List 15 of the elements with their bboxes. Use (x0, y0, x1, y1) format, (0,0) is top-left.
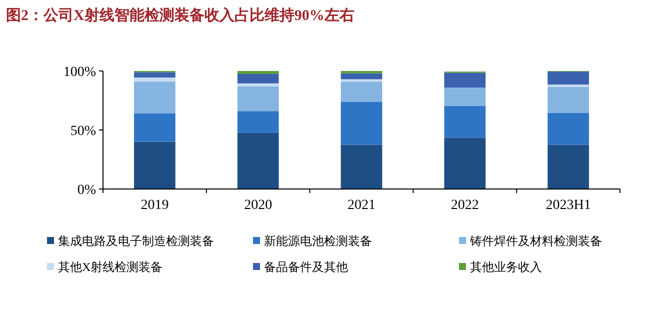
legend-label: 集成电路及电子制造检测装备 (58, 234, 214, 248)
x-tick-label: 2021 (348, 198, 376, 213)
legend-label: 新能源电池检测装备 (264, 234, 372, 248)
legend-label: 备品备件及其他 (264, 260, 348, 274)
legend-label: 铸件焊件及材料检测装备 (469, 234, 602, 248)
x-tick-label: 2023H1 (546, 198, 591, 213)
legend-label: 其他业务收入 (470, 260, 542, 274)
legend-label: 其他X射线检测装备 (58, 260, 163, 274)
y-tick-label: 0% (77, 183, 96, 198)
x-tick-label: 2019 (140, 198, 169, 213)
y-tick-label: 50% (70, 124, 96, 139)
x-tick-label: 2022 (450, 198, 479, 213)
x-tick-label: 2020 (244, 198, 272, 213)
chart-title: 图2：公司X射线智能检测装备收入占比维持90%左右 (6, 6, 354, 24)
y-tick-label: 100% (63, 65, 96, 80)
